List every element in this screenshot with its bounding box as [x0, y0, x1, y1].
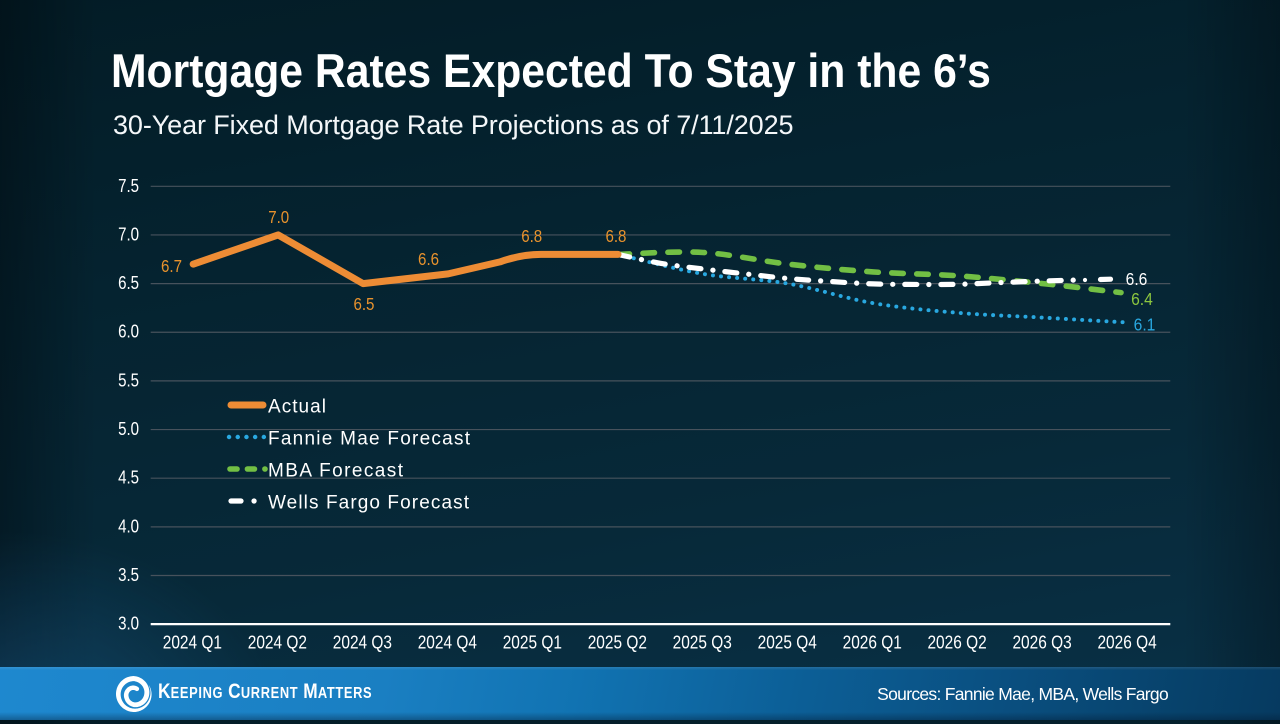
svg-text:2025 Q4: 2025 Q4 [758, 632, 817, 653]
svg-text:6.8: 6.8 [605, 226, 626, 247]
svg-text:Wells Fargo Forecast: Wells Fargo Forecast [268, 492, 470, 513]
svg-text:MBA Forecast: MBA Forecast [268, 460, 404, 481]
svg-text:2025 Q3: 2025 Q3 [673, 632, 732, 653]
svg-text:2026 Q4: 2026 Q4 [1097, 632, 1156, 653]
svg-text:2026 Q1: 2026 Q1 [843, 632, 902, 653]
svg-text:4.0: 4.0 [118, 516, 139, 537]
svg-text:6.6: 6.6 [418, 249, 439, 270]
svg-text:6.6: 6.6 [1126, 269, 1148, 289]
svg-text:6.5: 6.5 [118, 273, 139, 294]
svg-text:2026 Q3: 2026 Q3 [1012, 632, 1071, 653]
svg-text:2024 Q1: 2024 Q1 [163, 632, 222, 653]
svg-text:6.7: 6.7 [161, 256, 182, 277]
svg-text:7.0: 7.0 [268, 207, 289, 228]
svg-text:4.5: 4.5 [118, 467, 139, 488]
svg-text:6.4: 6.4 [1131, 289, 1153, 309]
svg-text:6.5: 6.5 [353, 294, 374, 315]
svg-text:6.8: 6.8 [521, 226, 542, 247]
svg-text:5.5: 5.5 [118, 370, 139, 391]
svg-text:3.5: 3.5 [118, 565, 139, 586]
svg-text:6.0: 6.0 [118, 321, 139, 342]
svg-text:2025 Q2: 2025 Q2 [588, 632, 647, 653]
svg-text:6.1: 6.1 [1134, 315, 1156, 335]
svg-text:Fannie Mae Forecast: Fannie Mae Forecast [268, 428, 471, 449]
svg-text:2024 Q2: 2024 Q2 [248, 632, 307, 653]
svg-text:2025 Q1: 2025 Q1 [503, 632, 562, 653]
svg-text:7.5: 7.5 [118, 175, 139, 196]
svg-text:7.0: 7.0 [118, 224, 139, 245]
svg-text:2024 Q3: 2024 Q3 [333, 632, 392, 653]
svg-text:2026 Q2: 2026 Q2 [927, 632, 986, 653]
svg-text:Actual: Actual [268, 396, 326, 417]
svg-text:3.0: 3.0 [118, 613, 139, 634]
svg-text:2024 Q4: 2024 Q4 [418, 632, 477, 653]
svg-text:5.0: 5.0 [118, 419, 139, 440]
